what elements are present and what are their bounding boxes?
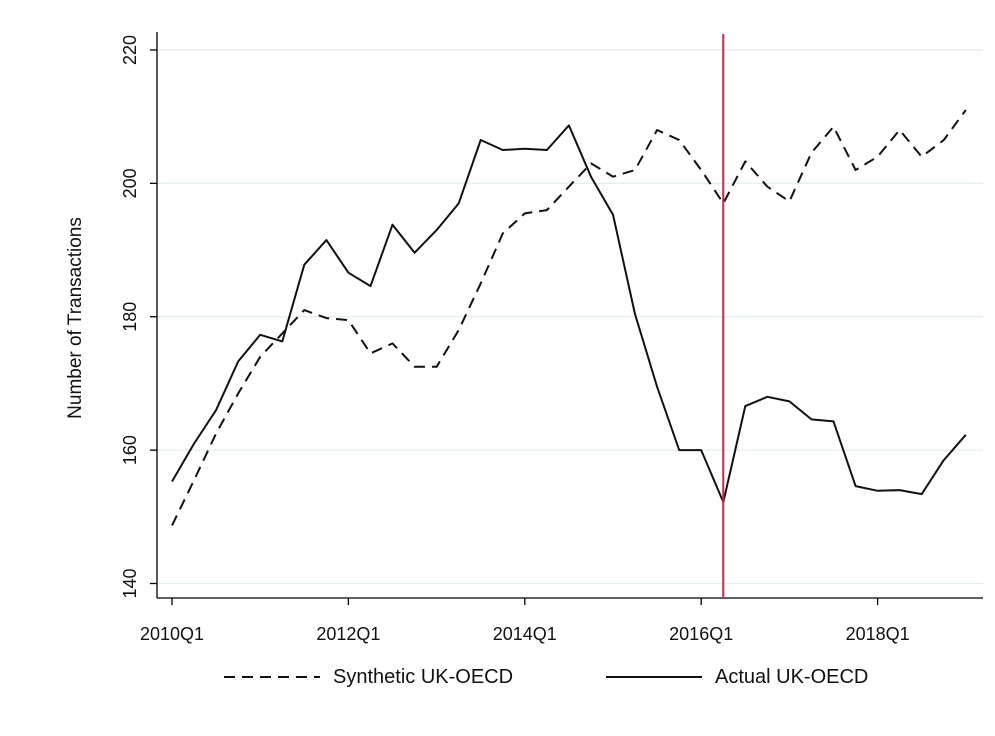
x-tick-label-2018Q1: 2018Q1 xyxy=(846,624,910,644)
tick-labels: 140 160 180 200 220 2010Q1 2012Q1 2014Q1 2016Q1 2… xyxy=(120,35,910,644)
y-tick-label-180: 180 xyxy=(120,302,140,332)
axes xyxy=(150,32,983,605)
y-tick-label-140: 140 xyxy=(120,568,140,598)
legend: Synthetic UK-OECD Actual UK-OECD xyxy=(224,666,868,688)
x-tick-label-2010Q1: 2010Q1 xyxy=(140,624,204,644)
x-tick-label-2014Q1: 2014Q1 xyxy=(493,624,557,644)
legend-label-synthetic: Synthetic UK-OECD xyxy=(333,666,513,688)
x-tick-label-2012Q1: 2012Q1 xyxy=(316,624,380,644)
y-tick-label-220: 220 xyxy=(120,35,140,65)
y-tick-label-160: 160 xyxy=(120,435,140,465)
y-tick-label-200: 200 xyxy=(120,168,140,198)
grid-lines xyxy=(157,49,983,585)
series-lines xyxy=(171,109,967,526)
series-line-synthetic xyxy=(171,109,967,526)
x-tick-label-2016Q1: 2016Q1 xyxy=(669,624,733,644)
legend-label-actual: Actual UK-OECD xyxy=(715,666,868,688)
series-line-actual xyxy=(171,124,967,504)
y-axis-title: Number of Transactions xyxy=(65,217,86,419)
